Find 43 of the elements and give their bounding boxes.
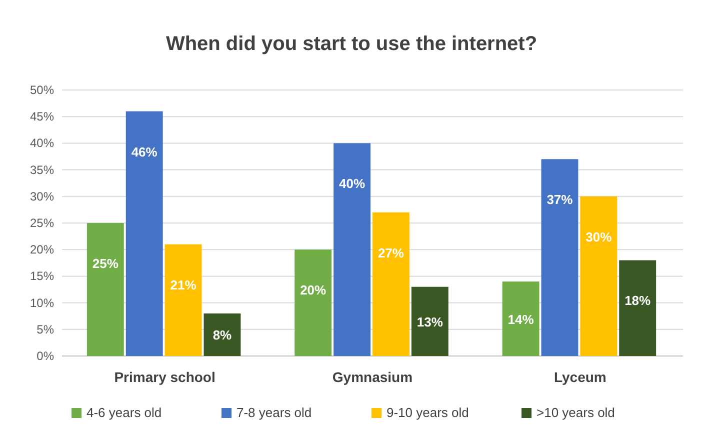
y-tick-label: 5%	[36, 322, 54, 336]
bar	[502, 282, 540, 356]
bar	[164, 244, 202, 356]
y-tick-label: 45%	[30, 110, 54, 124]
y-tick-label: 0%	[36, 349, 54, 363]
bar	[204, 313, 241, 356]
data-label: 14%	[508, 312, 534, 327]
bar	[86, 223, 124, 356]
y-tick-label: 35%	[30, 162, 54, 177]
data-label: 46%	[131, 144, 158, 160]
x-tick-label: Lyceum	[554, 369, 606, 385]
bar	[126, 111, 163, 356]
y-tick-label: 15%	[30, 269, 54, 284]
y-tick-label: 10%	[30, 296, 54, 310]
legend-label: 9-10 years old	[386, 405, 469, 420]
chart-title: When did you start to use the internet?	[166, 33, 538, 55]
bar	[372, 212, 410, 356]
data-label: 37%	[546, 192, 574, 208]
bar	[541, 159, 578, 356]
x-tick-label: Primary school	[114, 369, 216, 385]
y-tick-label: 30%	[30, 189, 54, 204]
y-tick-label: 25%	[30, 216, 54, 230]
legend-label: >10 years old	[536, 405, 615, 420]
bar	[334, 143, 370, 356]
bar	[619, 260, 656, 356]
legend-label: 4-6 years old	[86, 405, 162, 420]
data-label: 8%	[212, 328, 232, 343]
data-label: 40%	[339, 176, 366, 192]
bar	[294, 250, 332, 356]
y-tick-label: 50%	[30, 83, 54, 97]
y-tick-label: 20%	[30, 242, 54, 257]
data-label: 20%	[300, 282, 327, 298]
data-label: 13%	[416, 314, 444, 330]
data-label: 18%	[624, 293, 652, 308]
data-label: 25%	[92, 256, 119, 271]
y-tick-label: 40%	[30, 136, 54, 150]
bar	[411, 286, 448, 356]
legend-label: 7-8 years old	[236, 405, 312, 420]
x-tick-label: Gymnasium	[332, 369, 413, 385]
data-label: 30%	[586, 229, 612, 244]
data-label: 27%	[378, 245, 404, 260]
data-label: 21%	[170, 277, 197, 292]
bar	[580, 196, 618, 356]
